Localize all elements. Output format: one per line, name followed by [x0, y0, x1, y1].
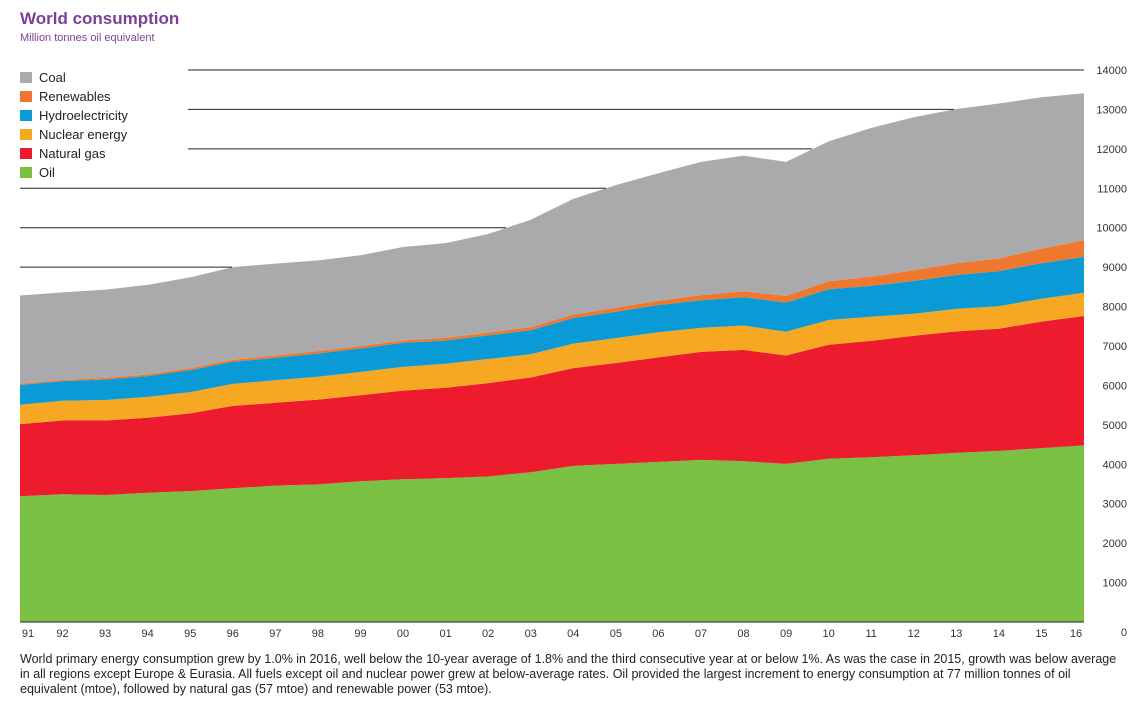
- x-tick-label: 11: [865, 628, 876, 640]
- x-tick-label: 04: [567, 628, 579, 640]
- y-tick-label: 13000: [1096, 104, 1127, 116]
- x-tick-label: 03: [525, 628, 537, 640]
- gridlines: [20, 69, 1084, 623]
- y-tick-label: 12000: [1096, 144, 1127, 156]
- legend-label: Hydroelectricity: [39, 108, 128, 123]
- area-oil: [20, 445, 1084, 622]
- y-tick-label: 9000: [1103, 262, 1127, 274]
- legend-swatch: [20, 72, 32, 83]
- legend-label: Renewables: [39, 89, 111, 104]
- legend-label: Coal: [39, 70, 66, 85]
- y-tick-label: 3000: [1103, 499, 1127, 511]
- legend-label: Nuclear energy: [39, 127, 128, 142]
- x-tick-label: 99: [354, 628, 366, 640]
- legend-label: Natural gas: [39, 146, 106, 161]
- x-tick-label: 02: [482, 628, 494, 640]
- legend-label: Oil: [39, 165, 55, 180]
- y-tick-label: 2000: [1103, 538, 1127, 550]
- y-tick-label: 8000: [1103, 302, 1127, 314]
- x-tick-label: 91: [22, 628, 34, 640]
- x-tick-label: 96: [227, 628, 239, 640]
- x-tick-label: 09: [780, 628, 792, 640]
- y-tick-label: 0: [1121, 627, 1127, 639]
- x-tick-label: 95: [184, 628, 196, 640]
- legend-swatch: [20, 167, 32, 178]
- y-tick-label: 14000: [1096, 65, 1127, 77]
- chart-caption: World primary energy consumption grew by…: [20, 652, 1117, 696]
- x-tick-label: 93: [99, 628, 111, 640]
- area-nuclear-energy: [20, 292, 1084, 425]
- legend-swatch: [20, 110, 32, 121]
- x-axis-ticks: 91 92 93 94 95 96 97 98 99 00 01 02 03 04 05 06 07 08 09 10…: [22, 628, 1082, 640]
- x-tick-label: 05: [610, 628, 622, 640]
- x-tick-label: 08: [737, 628, 749, 640]
- x-tick-label: 07: [695, 628, 707, 640]
- y-axis-ticks: 0 1000 2000 3000 4000 5000 6000 7000 8000 9000 100…: [1096, 65, 1127, 639]
- y-tick-label: 4000: [1103, 459, 1127, 471]
- x-tick-label: 15: [1035, 628, 1047, 640]
- legend-swatch: [20, 129, 32, 140]
- y-tick-label: 7000: [1103, 341, 1127, 353]
- y-tick-label: 11000: [1097, 183, 1127, 195]
- x-tick-label: 97: [269, 628, 281, 640]
- x-tick-label: 13: [950, 628, 962, 640]
- area-hydroelectricity: [20, 256, 1084, 405]
- legend-swatch: [20, 148, 32, 159]
- x-tick-label: 12: [908, 628, 920, 640]
- x-tick-label: 98: [312, 628, 324, 640]
- x-tick-label: 92: [56, 628, 68, 640]
- x-tick-label: 06: [652, 628, 664, 640]
- chart-title: World consumption: [20, 9, 180, 28]
- x-tick-label: 94: [142, 628, 154, 640]
- y-tick-label: 5000: [1103, 420, 1127, 432]
- y-tick-label: 6000: [1103, 380, 1127, 392]
- area-natural-gas: [20, 316, 1084, 497]
- x-tick-label: 10: [823, 628, 835, 640]
- legend: Coal Renewables Hydroelectricity Nuclear en…: [20, 70, 128, 180]
- y-tick-label: 1000: [1103, 578, 1127, 590]
- area-layers: [20, 93, 1084, 622]
- legend-swatch: [20, 91, 32, 102]
- stacked-area-chart: 0100020003000400050006000700080009000100…: [20, 65, 1127, 640]
- x-tick-label: 14: [993, 628, 1005, 640]
- y-tick-label: 10000: [1096, 223, 1127, 235]
- x-tick-label: 01: [439, 628, 451, 640]
- area-coal: [20, 93, 1084, 384]
- x-tick-label: 16: [1070, 628, 1082, 640]
- x-tick-label: 00: [397, 628, 409, 640]
- chart-subtitle: Million tonnes oil equivalent: [20, 32, 155, 44]
